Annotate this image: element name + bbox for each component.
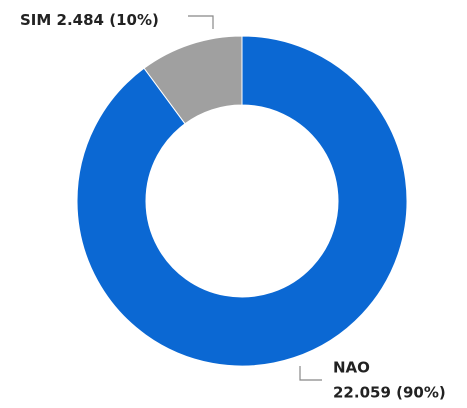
slice-label: SIM 2.484 (10%) — [20, 11, 159, 29]
leader-line — [188, 15, 214, 29]
donut-slice — [76, 35, 408, 367]
category-label: NAO — [333, 359, 370, 377]
leader-line — [299, 366, 322, 381]
value-label: 2.484 (10%) — [57, 11, 159, 29]
value-label: 22.059 (90%) — [333, 384, 446, 402]
category-label: SIM — [20, 11, 51, 29]
